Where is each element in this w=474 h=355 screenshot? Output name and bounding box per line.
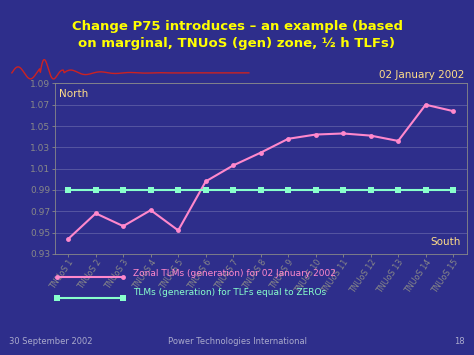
Text: North: North — [59, 88, 88, 99]
Text: South: South — [430, 237, 461, 247]
Text: Change P75 introduces – an example (based: Change P75 introduces – an example (base… — [72, 20, 402, 33]
Text: Zonal TLMs (generation) for 02 January 2002: Zonal TLMs (generation) for 02 January 2… — [133, 269, 336, 278]
Text: Power Technologies International: Power Technologies International — [167, 337, 307, 346]
Text: 02 January 2002: 02 January 2002 — [379, 70, 465, 80]
Text: 18: 18 — [454, 337, 465, 346]
Text: on marginal, TNUoS (gen) zone, ½ h TLFs): on marginal, TNUoS (gen) zone, ½ h TLFs) — [79, 37, 395, 50]
Text: 30 September 2002: 30 September 2002 — [9, 337, 93, 346]
Text: TLMs (generation) for TLFs equal to ZEROs: TLMs (generation) for TLFs equal to ZERO… — [133, 288, 326, 297]
